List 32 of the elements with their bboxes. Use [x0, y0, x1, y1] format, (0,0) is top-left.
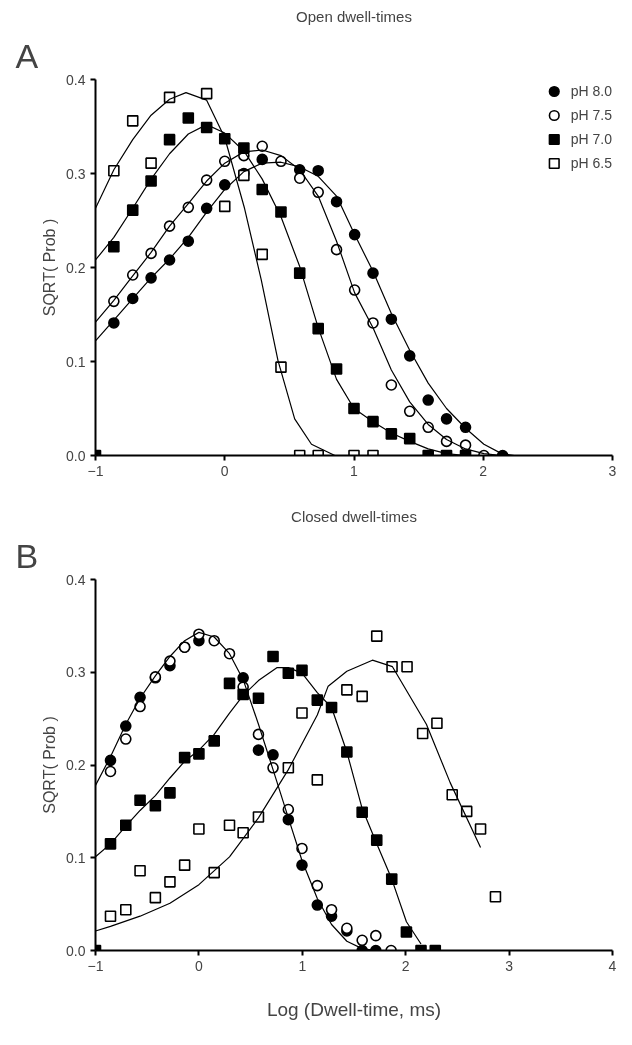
- x-tick-label: 1: [298, 957, 307, 974]
- x-tick-label: 2: [401, 957, 410, 974]
- x-axis-title: Log (Dwell-time, ms): [266, 998, 442, 1020]
- y-axis-title: SQRT( Prob ): [41, 218, 59, 317]
- x-tick-label: 3: [608, 462, 617, 479]
- y-tick-label: 0.3: [66, 664, 86, 681]
- y-tick-label: 0.0: [66, 942, 86, 959]
- x-tick-label: 3: [505, 957, 514, 974]
- legend-label: pH 8.0: [570, 83, 612, 99]
- legend-label: pH 7.5: [570, 107, 612, 123]
- y-tick-label: 0.4: [66, 571, 86, 588]
- y-tick-label: 0.2: [66, 757, 86, 773]
- x-tick-label: 1: [350, 462, 359, 479]
- chart-title: Open dwell-times: [296, 7, 412, 25]
- x-tick-label: 0: [195, 957, 204, 974]
- y-axis-title: SQRT( Prob ): [41, 716, 59, 814]
- x-tick-label: −1: [87, 957, 104, 974]
- y-tick-label: 0.3: [66, 165, 86, 182]
- y-tick-label: 0.0: [66, 447, 86, 464]
- text: A: [15, 36, 39, 75]
- x-tick-label: −1: [87, 462, 104, 479]
- y-tick-label: 0.1: [66, 849, 86, 866]
- text: B: [15, 536, 39, 575]
- y-tick-label: 0.4: [66, 71, 86, 88]
- legend-label: pH 7.0: [570, 131, 612, 147]
- chart-title: Closed dwell-times: [291, 507, 417, 525]
- x-tick-label: 4: [608, 957, 617, 974]
- x-tick-label: 0: [220, 462, 229, 479]
- legend-label: pH 6.5: [570, 155, 612, 171]
- x-tick-label: 2: [479, 462, 488, 479]
- y-tick-label: 0.2: [66, 259, 86, 276]
- y-tick-label: 0.1: [66, 353, 86, 370]
